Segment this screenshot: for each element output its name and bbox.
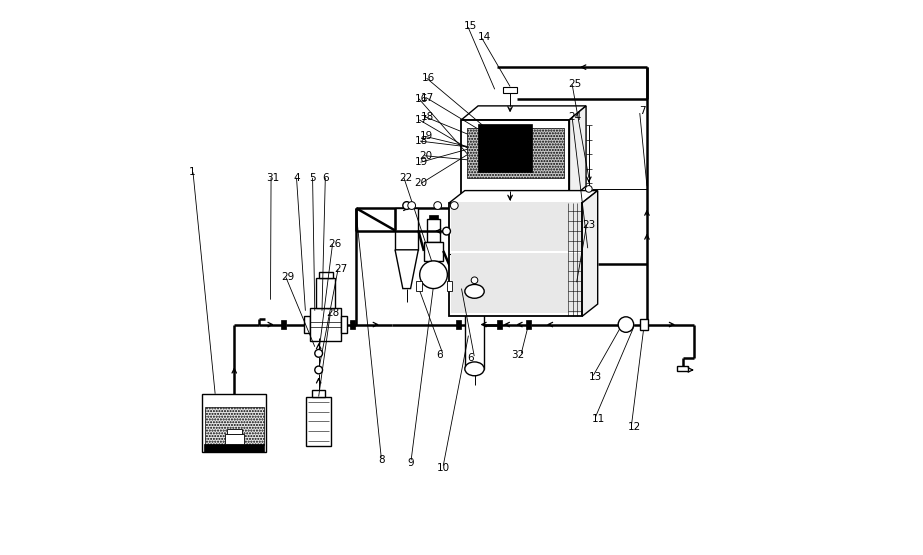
Bar <box>450 203 582 316</box>
Text: 25: 25 <box>569 79 581 89</box>
Bar <box>316 278 335 308</box>
Text: 6: 6 <box>436 350 443 360</box>
Text: 16: 16 <box>422 73 435 83</box>
Bar <box>503 87 517 93</box>
Bar <box>447 281 452 291</box>
Polygon shape <box>450 190 598 203</box>
Bar <box>526 320 532 329</box>
Bar <box>497 320 502 329</box>
Text: 6: 6 <box>468 353 474 363</box>
Bar <box>456 320 461 329</box>
Bar <box>318 272 332 278</box>
Bar <box>451 202 581 251</box>
Bar <box>312 390 325 396</box>
Polygon shape <box>462 106 586 120</box>
Circle shape <box>585 185 593 192</box>
Circle shape <box>402 201 411 209</box>
Text: 17: 17 <box>421 93 435 103</box>
Bar <box>451 253 581 314</box>
Text: 4: 4 <box>294 173 300 183</box>
Bar <box>429 215 438 219</box>
Text: 7: 7 <box>639 107 645 117</box>
Text: 22: 22 <box>400 173 413 183</box>
Text: 29: 29 <box>282 273 294 282</box>
Text: 10: 10 <box>437 463 450 473</box>
Text: 8: 8 <box>378 455 385 465</box>
Bar <box>205 407 264 445</box>
Text: 32: 32 <box>511 350 524 360</box>
Circle shape <box>450 201 458 209</box>
Text: 14: 14 <box>478 32 491 42</box>
Text: 28: 28 <box>326 309 339 319</box>
Bar <box>424 241 443 261</box>
Text: 20: 20 <box>414 178 427 188</box>
Bar <box>350 320 355 329</box>
Bar <box>310 308 341 341</box>
Circle shape <box>434 201 441 209</box>
Bar <box>202 393 266 452</box>
Circle shape <box>315 350 322 357</box>
Polygon shape <box>569 106 586 200</box>
Circle shape <box>315 366 322 374</box>
Bar <box>395 208 418 250</box>
Bar <box>641 319 648 330</box>
Text: 24: 24 <box>569 112 581 122</box>
Text: 20: 20 <box>419 151 433 161</box>
Bar <box>341 316 347 333</box>
Bar <box>416 281 422 291</box>
Text: 18: 18 <box>414 136 427 146</box>
Bar <box>462 120 569 200</box>
Bar <box>459 253 478 308</box>
Text: 16: 16 <box>414 94 427 104</box>
Circle shape <box>443 227 450 235</box>
Circle shape <box>408 201 415 209</box>
Bar <box>677 366 689 371</box>
Bar <box>306 396 330 446</box>
Bar <box>227 429 242 433</box>
Bar <box>204 443 264 452</box>
Text: 31: 31 <box>267 173 280 183</box>
Text: 13: 13 <box>589 372 602 382</box>
Polygon shape <box>582 190 598 316</box>
Text: 17: 17 <box>414 115 427 125</box>
Text: 11: 11 <box>592 413 605 423</box>
Bar <box>281 320 286 329</box>
Text: 9: 9 <box>408 458 414 468</box>
Text: 26: 26 <box>329 239 342 249</box>
Text: 27: 27 <box>334 264 347 274</box>
Bar <box>224 433 244 443</box>
Circle shape <box>420 261 448 289</box>
Text: 19: 19 <box>414 157 427 167</box>
Text: 12: 12 <box>628 422 641 432</box>
Circle shape <box>471 277 478 284</box>
Polygon shape <box>395 250 418 289</box>
Text: 23: 23 <box>582 220 595 230</box>
Ellipse shape <box>465 362 485 376</box>
Text: 18: 18 <box>421 112 434 122</box>
Text: 19: 19 <box>420 132 433 142</box>
Bar <box>426 219 440 241</box>
Bar <box>478 124 532 172</box>
Bar <box>467 128 564 178</box>
Bar <box>304 316 310 333</box>
Text: 15: 15 <box>464 21 477 31</box>
Ellipse shape <box>465 284 485 298</box>
Bar <box>465 291 485 369</box>
Text: 5: 5 <box>309 173 316 183</box>
Circle shape <box>618 317 634 332</box>
Text: 6: 6 <box>322 173 329 183</box>
Text: 1: 1 <box>189 167 196 177</box>
